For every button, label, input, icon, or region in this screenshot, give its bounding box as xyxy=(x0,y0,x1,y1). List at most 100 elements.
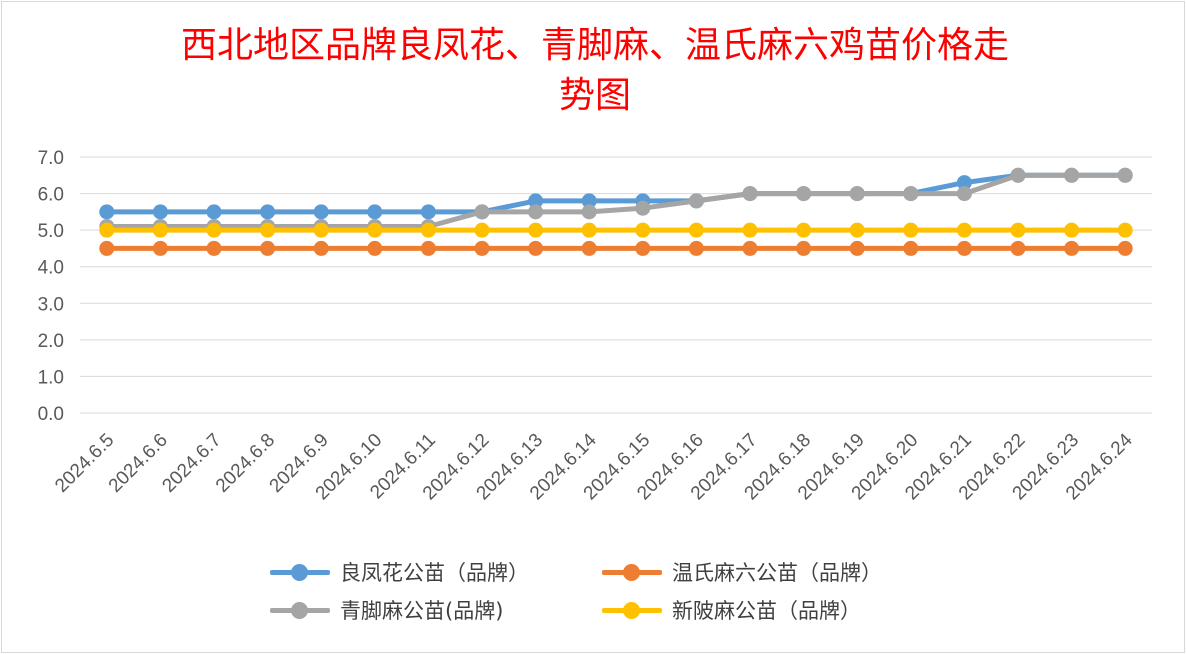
legend-swatch-series-1 xyxy=(270,563,330,581)
data-point xyxy=(99,222,115,238)
data-point xyxy=(581,193,597,209)
data-point xyxy=(367,204,383,220)
chart-title-line-2: 势图 xyxy=(558,75,631,116)
data-point xyxy=(581,240,597,256)
data-point xyxy=(1010,167,1026,183)
legend: 良凤花公苗（品牌） 温氏麻六公苗（品牌） 青脚麻公苗(品牌) 新陂麻公苗（品牌） xyxy=(270,554,970,634)
data-point xyxy=(528,240,544,256)
data-point xyxy=(1010,240,1026,256)
data-point xyxy=(1010,222,1026,238)
data-point xyxy=(206,204,222,220)
series-lines xyxy=(99,167,1133,256)
data-point xyxy=(313,222,329,238)
data-point xyxy=(1064,167,1080,183)
data-point xyxy=(420,222,436,238)
y-tick-label: 6.0 xyxy=(38,185,64,206)
data-point xyxy=(206,222,222,238)
series-2 xyxy=(99,240,1133,256)
legend-marker-series-3 xyxy=(291,601,308,619)
data-point xyxy=(420,204,436,220)
data-point xyxy=(688,222,704,238)
data-point xyxy=(313,204,329,220)
gridlines xyxy=(80,156,1152,414)
legend-marker-series-1 xyxy=(291,563,308,581)
legend-label-series-3: 青脚麻公苗(品牌) xyxy=(340,599,504,623)
data-point xyxy=(903,186,919,202)
data-point xyxy=(635,200,651,216)
data-point xyxy=(581,204,597,220)
data-point xyxy=(313,240,329,256)
data-point xyxy=(474,222,490,238)
legend-marker-series-4 xyxy=(623,601,640,619)
data-point xyxy=(849,240,865,256)
data-point xyxy=(796,186,812,202)
data-point xyxy=(956,175,972,191)
data-point xyxy=(742,186,758,202)
legend-item-series-2: 温氏麻六公苗（品牌） xyxy=(602,554,882,590)
legend-item-series-3: 青脚麻公苗(品牌) xyxy=(270,592,503,628)
legend-label-series-2: 温氏麻六公苗（品牌） xyxy=(672,561,882,585)
x-axis-tick-labels: 2024.6.52024.6.62024.6.72024.6.82024.6.9… xyxy=(51,429,1137,504)
data-point xyxy=(903,240,919,256)
data-point xyxy=(635,240,651,256)
data-point xyxy=(99,204,115,220)
series-4 xyxy=(99,222,1133,238)
data-point xyxy=(796,222,812,238)
data-point xyxy=(688,193,704,209)
data-point xyxy=(99,240,115,256)
y-tick-label: 3.0 xyxy=(38,294,64,315)
legend-item-series-4: 新陂麻公苗（品牌） xyxy=(602,592,861,628)
series-line xyxy=(104,172,1128,229)
data-point xyxy=(152,204,168,220)
data-point xyxy=(1064,240,1080,256)
data-point xyxy=(528,193,544,209)
data-point xyxy=(367,240,383,256)
data-point xyxy=(1117,167,1133,183)
data-point xyxy=(152,240,168,256)
y-tick-label: 0.0 xyxy=(38,404,64,425)
legend-swatch-series-2 xyxy=(602,563,662,581)
data-point xyxy=(260,204,276,220)
data-point xyxy=(1064,222,1080,238)
data-point xyxy=(849,186,865,202)
legend-marker-series-2 xyxy=(623,563,640,581)
data-point xyxy=(956,240,972,256)
chart-title: 西北地区品牌良凤花、青脚麻、温氏麻六鸡苗价格走 xyxy=(180,25,1009,66)
y-axis-tick-labels: 0.0 1.0 2.0 3.0 4.0 5.0 6.0 7.0 xyxy=(38,148,64,425)
data-point xyxy=(152,222,168,238)
data-point xyxy=(260,222,276,238)
data-point xyxy=(474,240,490,256)
y-tick-label: 2.0 xyxy=(38,331,64,352)
data-point xyxy=(849,222,865,238)
data-point xyxy=(635,222,651,238)
data-point xyxy=(796,240,812,256)
data-point xyxy=(528,222,544,238)
data-point xyxy=(367,222,383,238)
data-point xyxy=(206,240,222,256)
legend-swatch-series-3 xyxy=(270,601,330,619)
legend-swatch-series-4 xyxy=(602,601,662,619)
data-point xyxy=(260,240,276,256)
y-tick-label: 7.0 xyxy=(38,148,64,169)
data-point xyxy=(903,222,919,238)
data-point xyxy=(474,204,490,220)
series-line xyxy=(104,172,1128,215)
y-tick-label: 5.0 xyxy=(38,221,64,242)
y-tick-label: 1.0 xyxy=(38,367,64,388)
data-point xyxy=(742,222,758,238)
data-point xyxy=(1117,240,1133,256)
data-point xyxy=(688,240,704,256)
data-point xyxy=(420,240,436,256)
data-point xyxy=(581,222,597,238)
legend-item-series-1: 良凤花公苗（品牌） xyxy=(270,554,529,590)
y-tick-label: 4.0 xyxy=(38,258,64,279)
data-point xyxy=(742,240,758,256)
data-point xyxy=(528,204,544,220)
data-point xyxy=(1117,222,1133,238)
data-point xyxy=(956,186,972,202)
legend-label-series-1: 良凤花公苗（品牌） xyxy=(340,561,529,585)
legend-label-series-4: 新陂麻公苗（品牌） xyxy=(672,599,861,623)
data-point xyxy=(956,222,972,238)
